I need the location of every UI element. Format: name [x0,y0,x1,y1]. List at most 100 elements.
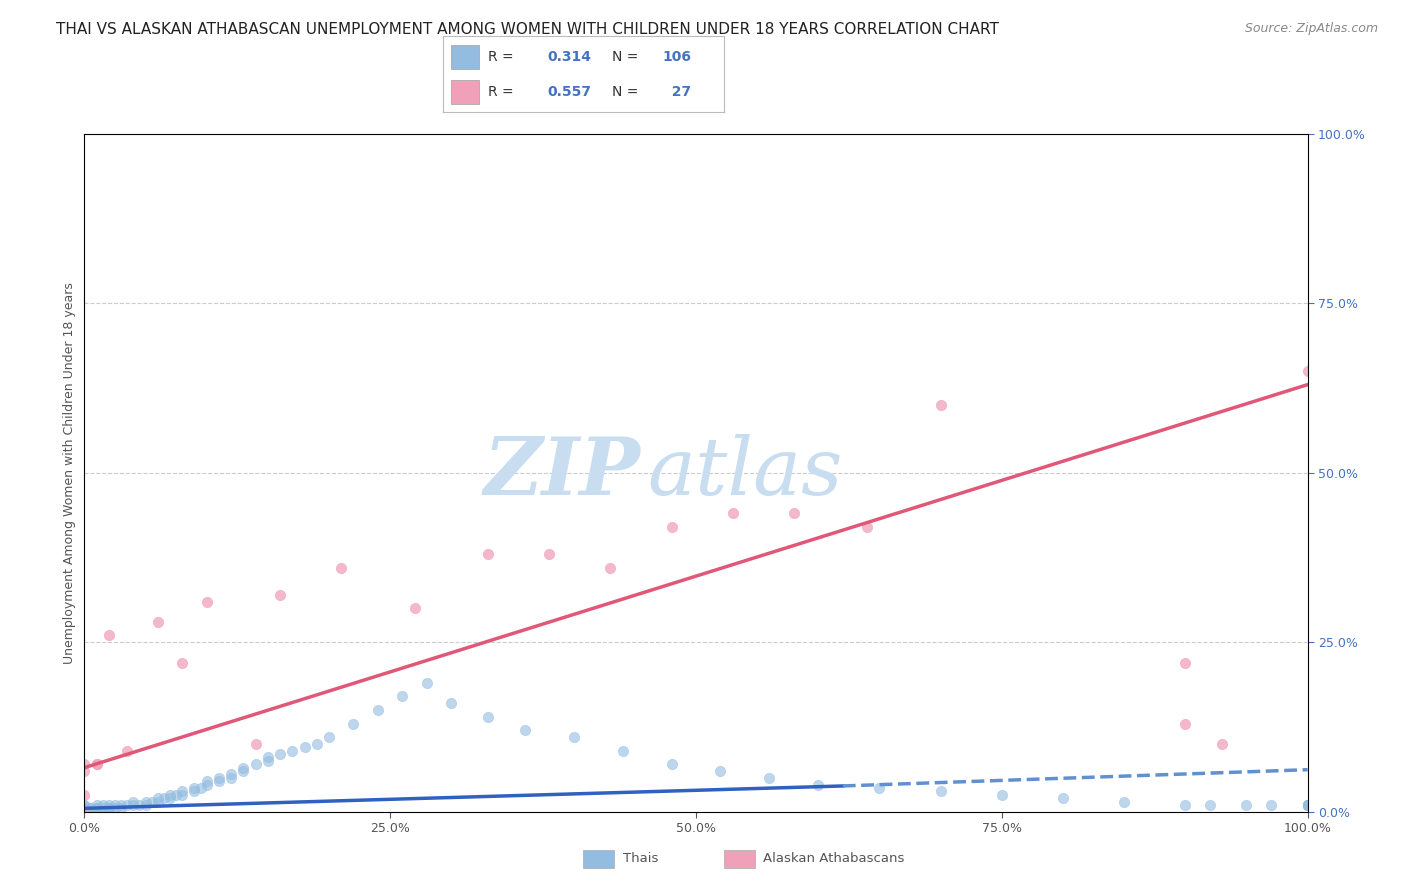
Point [1174,716,1197,731]
Point [709,764,731,778]
Point [1174,656,1197,670]
Point [1114,795,1136,809]
Point [73,805,96,819]
Point [73,805,96,819]
Text: R =: R = [488,50,517,64]
Point [146,791,169,805]
Point [73,805,96,819]
Point [73,801,96,815]
Point [190,780,212,795]
Point [135,795,157,809]
Point [1236,797,1258,812]
Point [86,805,108,819]
Point [305,737,328,751]
Point [79,805,101,819]
Point [172,656,194,670]
Point [1296,797,1319,812]
Point [146,795,169,809]
Point [135,797,157,812]
Point [73,805,96,819]
Text: 0.557: 0.557 [547,85,591,99]
Point [115,744,138,758]
Text: 0.314: 0.314 [547,50,591,64]
Point [416,676,439,690]
Point [330,560,353,574]
Point [1211,737,1233,751]
Y-axis label: Unemployment Among Women with Children Under 18 years: Unemployment Among Women with Children U… [63,282,76,664]
Point [1198,797,1220,812]
Point [79,801,101,815]
Point [477,547,499,561]
Point [721,507,744,521]
Point [294,740,316,755]
Point [1052,791,1074,805]
Point [153,791,176,805]
Point [86,805,108,819]
Point [281,744,304,758]
Point [513,723,536,738]
Point [245,757,267,772]
Point [342,716,364,731]
Point [1296,797,1319,812]
Point [1296,364,1319,378]
Text: Source: ZipAtlas.com: Source: ZipAtlas.com [1244,22,1378,36]
Point [97,797,120,812]
Text: ZIP: ZIP [484,434,641,511]
Point [208,774,231,789]
FancyBboxPatch shape [451,79,479,104]
Text: R =: R = [488,85,517,99]
Text: 106: 106 [662,50,692,64]
Point [232,761,254,775]
Point [869,780,891,795]
Point [404,601,426,615]
Point [1296,797,1319,812]
Point [91,801,114,815]
Text: Alaskan Athabascans: Alaskan Athabascans [763,853,905,865]
Point [195,594,218,608]
Point [104,797,127,812]
Point [91,797,114,812]
Point [110,801,132,815]
Point [1296,797,1319,812]
Point [73,801,96,815]
Point [1296,797,1319,812]
Point [440,696,463,710]
Point [146,615,169,629]
Point [122,795,145,809]
Point [73,805,96,819]
Point [86,757,108,772]
Point [79,801,101,815]
Point [929,398,952,412]
Text: THAI VS ALASKAN ATHABASCAN UNEMPLOYMENT AMONG WOMEN WITH CHILDREN UNDER 18 YEARS: THAI VS ALASKAN ATHABASCAN UNEMPLOYMENT … [56,22,1000,37]
Point [86,801,108,815]
Point [1174,797,1197,812]
Point [73,805,96,819]
Point [86,801,108,815]
Point [1296,797,1319,812]
Point [661,757,683,772]
Point [73,805,96,819]
Point [91,805,114,819]
Point [73,797,96,812]
Point [929,784,952,798]
Point [73,805,96,819]
Point [172,784,194,798]
Point [269,588,291,602]
Point [538,547,561,561]
Point [991,788,1014,802]
Point [73,805,96,819]
Point [128,797,150,812]
Point [758,771,780,785]
Point [599,560,621,574]
Point [245,737,267,751]
Point [562,730,585,744]
Point [1296,797,1319,812]
Point [73,805,96,819]
Point [73,805,96,819]
Point [219,767,242,781]
Text: N =: N = [612,85,643,99]
Point [612,744,634,758]
Point [97,805,120,819]
Point [856,520,879,534]
Point [73,797,96,812]
